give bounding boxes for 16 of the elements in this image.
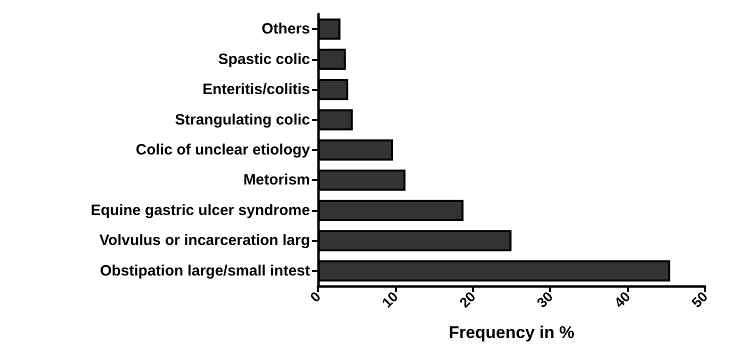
y-tick-label: Strangulating colic [174,111,310,128]
x-tick-label: 0 [306,288,324,306]
y-tick-label: Volvulus or incarceration larg [99,232,310,250]
y-tick-label: Others [262,20,310,38]
y-tick-label: Enteritis/colitis [202,81,310,98]
y-tick-label: Metorism [243,172,310,189]
x-axis-title: Frequency in % [448,323,574,342]
x-tick-label: 50 [688,288,711,311]
y-tick-label: Spastic colic [218,50,310,68]
x-tick-label: 30 [534,288,556,311]
x-tick-label: 10 [378,288,402,311]
x-tick-label: 20 [456,288,479,311]
y-tick-label: Obstipation large/small intest [100,262,310,280]
y-tick-label: Colic of unclear etiology [136,142,311,158]
x-tick-label: 40 [610,288,634,311]
y-tick-label: Equine gastric ulcer syndrome [90,202,310,219]
